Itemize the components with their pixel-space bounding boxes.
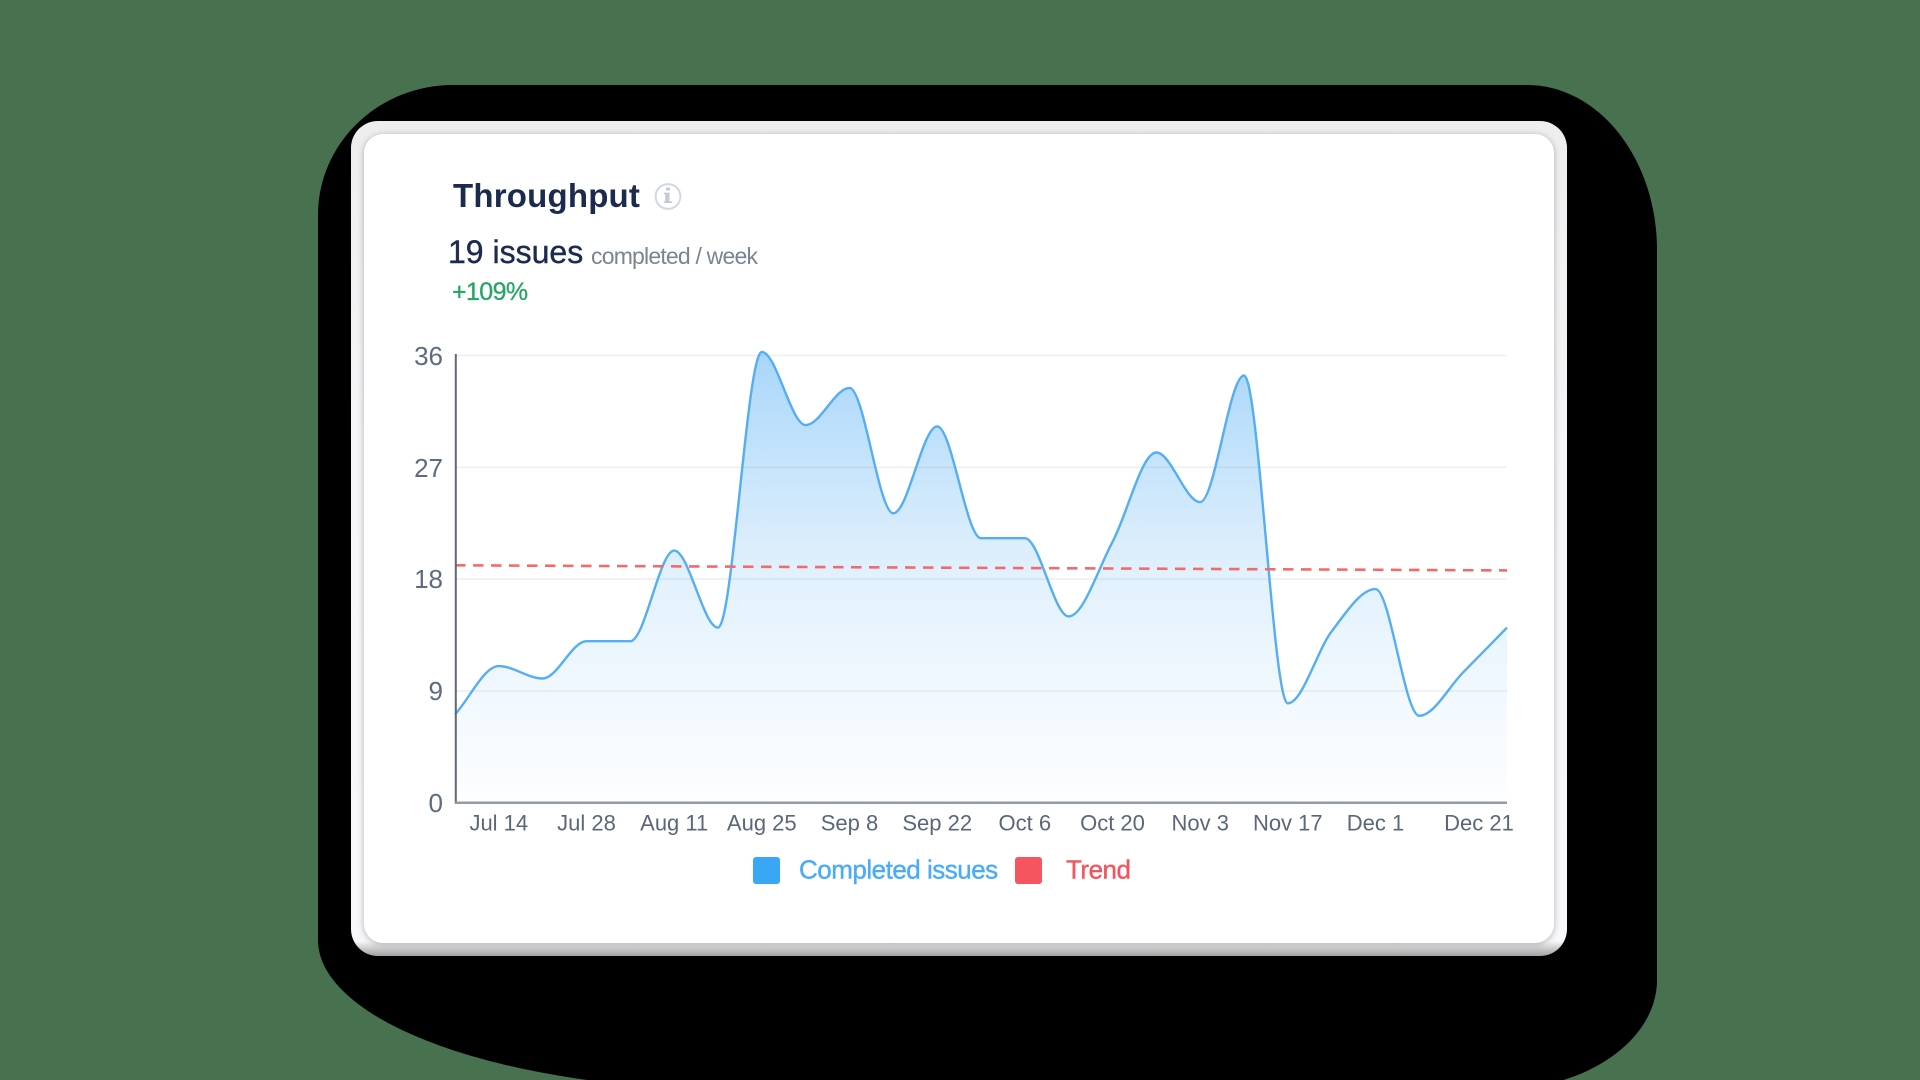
svg-text:Aug 25: Aug 25	[727, 811, 797, 836]
svg-text:Oct 20: Oct 20	[1080, 811, 1145, 836]
svg-text:Nov 3: Nov 3	[1171, 811, 1228, 836]
svg-text:Dec 1: Dec 1	[1347, 811, 1404, 836]
svg-text:0: 0	[429, 788, 443, 818]
svg-text:Jul 14: Jul 14	[469, 811, 528, 836]
svg-text:Dec 21: Dec 21	[1444, 811, 1514, 836]
svg-text:27: 27	[414, 453, 443, 483]
svg-text:Jul 28: Jul 28	[557, 811, 616, 836]
svg-text:Sep 8: Sep 8	[821, 811, 879, 836]
svg-text:36: 36	[414, 341, 443, 371]
svg-text:Sep 22: Sep 22	[902, 811, 972, 836]
svg-text:Aug 11: Aug 11	[640, 811, 708, 836]
svg-text:Nov 17: Nov 17	[1253, 811, 1323, 836]
svg-text:Oct 6: Oct 6	[999, 811, 1052, 836]
svg-text:18: 18	[414, 564, 443, 594]
svg-text:9: 9	[429, 676, 443, 706]
